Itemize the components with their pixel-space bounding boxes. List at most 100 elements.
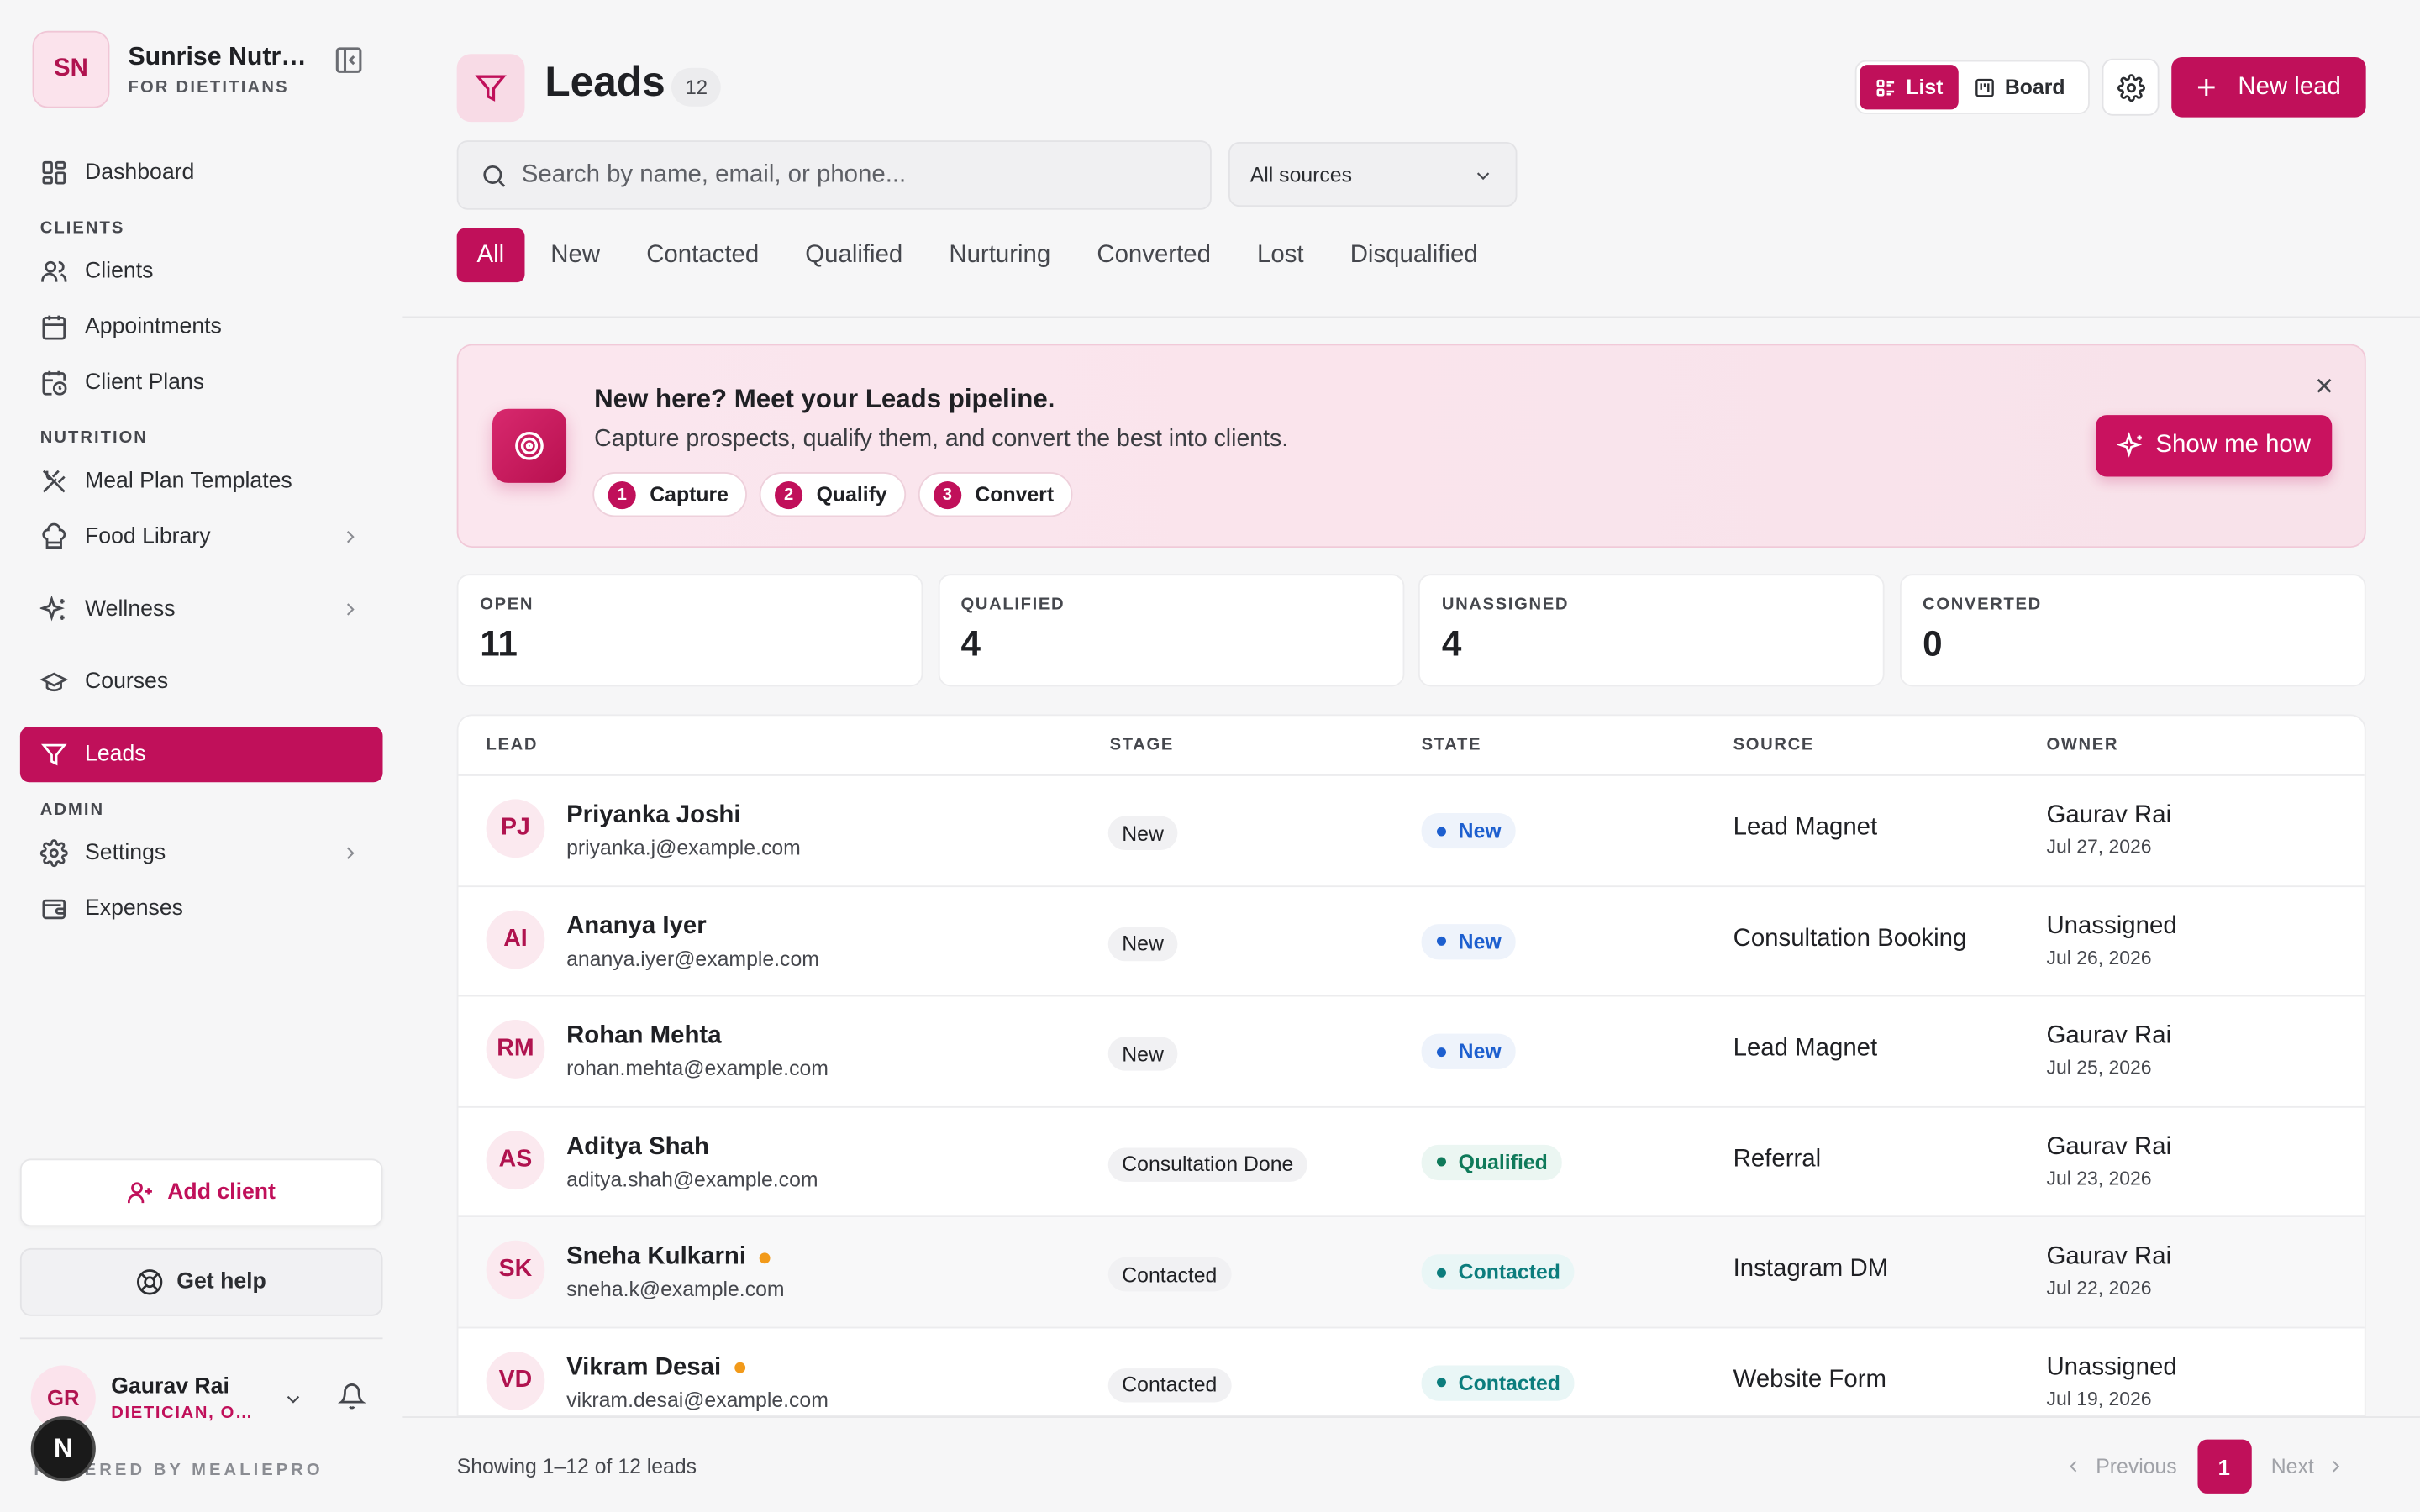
sidebar-item-label: Wellness (85, 596, 176, 622)
stage-badge: Consultation Done (1107, 1147, 1307, 1181)
lead-owner: Gaurav Rai (2046, 1133, 2172, 1160)
step-number: 1 (608, 480, 636, 509)
stage-badge: New (1107, 1037, 1178, 1071)
column-header-owner[interactable]: OWNER (2046, 736, 2119, 755)
lead-owner: Gaurav Rai (2046, 1243, 2172, 1270)
funnel-icon (456, 54, 525, 123)
close-icon[interactable] (2312, 373, 2336, 397)
status-badge: New (1421, 923, 1516, 959)
sidebar-item-client-plans[interactable]: Client Plans (20, 354, 383, 410)
utensils-crossed-icon (40, 468, 68, 496)
tab-all[interactable]: All (456, 228, 525, 283)
sidebar-item-food-library[interactable]: Food Library (20, 509, 383, 564)
lead-name: Priyanka Joshi (566, 802, 740, 830)
sidebar-item-meal-plan-templates[interactable]: Meal Plan Templates (20, 454, 383, 509)
stage-badge: New (1107, 926, 1178, 961)
table-row[interactable]: RM Rohan Mehta rohan.mehta@example.com N… (458, 997, 2365, 1107)
brand[interactable]: SN Sunrise Nutrition FOR DIETITIANS (32, 30, 310, 108)
dev-tools-badge[interactable]: N (30, 1416, 96, 1482)
pagination: Previous 1 Next (2064, 1439, 2347, 1494)
add-client-button[interactable]: Add client (19, 1158, 383, 1227)
step-capture: 1 Capture (592, 472, 747, 517)
tab-converted[interactable]: Converted (1097, 241, 1211, 268)
stage-badge: Contacted (1107, 1368, 1231, 1402)
sidebar-item-label: Courses (85, 669, 169, 695)
stat-qualified: QUALIFIED 4 (937, 574, 1404, 687)
view-toggle: List Board (1854, 60, 2090, 114)
user-menu[interactable]: GR Gaurav Rai DIETICIAN, OWNER (30, 1365, 386, 1431)
calendar-clock-icon (40, 369, 68, 396)
view-list-button[interactable]: List (1860, 65, 1959, 110)
page-number-button[interactable]: 1 (2196, 1439, 2251, 1494)
column-header-lead[interactable]: LEAD (486, 736, 539, 755)
next-page-button[interactable]: Next (2271, 1455, 2347, 1478)
sidebar-item-dashboard[interactable]: Dashboard (20, 145, 383, 201)
lead-name-text: Sneha Kulkarni (566, 1243, 747, 1270)
previous-label: Previous (2096, 1455, 2177, 1478)
sources-select[interactable]: All sources (1228, 141, 1518, 207)
lead-email: ananya.iyer@example.com (566, 946, 819, 970)
table-row[interactable]: AS Aditya Shah aditya.shah@example.com C… (458, 1107, 2365, 1218)
bell-icon[interactable] (337, 1383, 366, 1410)
sidebar-item-courses[interactable]: Courses (20, 654, 383, 710)
tab-contacted[interactable]: Contacted (646, 241, 760, 268)
table-row[interactable]: AI Ananya Iyer ananya.iyer@example.com N… (458, 886, 2365, 997)
sidebar-item-leads[interactable]: Leads (19, 727, 383, 783)
chevron-down-icon (1472, 165, 1494, 187)
showing-count: Showing 1–12 of 12 leads (456, 1455, 697, 1478)
chevron-right-icon (339, 843, 361, 864)
kanban-icon (1974, 76, 1996, 98)
chevron-down-icon[interactable] (282, 1389, 304, 1410)
table-row[interactable]: PJ Priyanka Joshi priyanka.j@example.com… (458, 776, 2365, 887)
status-badge: Contacted (1421, 1364, 1575, 1400)
step-label: Convert (975, 482, 1055, 507)
lead-owner: Unassigned (2046, 1353, 2177, 1380)
wallet-icon (40, 895, 68, 922)
stats-row: OPEN 11 QUALIFIED 4 UNASSIGNED 4 CONVERTED 0 (456, 574, 2366, 687)
lead-source: Instagram DM (1733, 1256, 1889, 1283)
get-help-button[interactable]: Get help (19, 1247, 383, 1316)
table-row[interactable]: SK Sneha Kulkarni sneha.k@example.com Co… (458, 1217, 2365, 1328)
lead-name: Vikram Desai (566, 1354, 746, 1382)
users-icon (40, 258, 68, 286)
avatar: VD (486, 1351, 545, 1410)
lead-source: Lead Magnet (1733, 1035, 1878, 1062)
sidebar-item-settings[interactable]: Settings (20, 826, 383, 881)
sidebar-item-label: Leads (85, 742, 146, 767)
status-badge: New (1421, 812, 1516, 849)
tab-qualified[interactable]: Qualified (805, 241, 903, 268)
show-me-how-button[interactable]: Show me how (2096, 415, 2333, 477)
gear-icon (39, 839, 68, 868)
column-header-state[interactable]: STATE (1421, 736, 1482, 755)
sidebar-item-expenses[interactable]: Expenses (20, 881, 383, 937)
new-lead-button[interactable]: + New lead (2171, 56, 2366, 118)
step-label: Capture (650, 482, 729, 507)
sidebar-item-wellness[interactable]: Wellness (20, 581, 383, 637)
sidebar: SN Sunrise Nutrition FOR DIETITIANS Dash… (0, 0, 403, 1512)
tab-disqualified[interactable]: Disqualified (1349, 241, 1478, 268)
view-list-label: List (1906, 75, 1944, 99)
sidebar-item-appointments[interactable]: Appointments (20, 299, 383, 354)
lead-email: aditya.shah@example.com (566, 1167, 818, 1191)
column-header-source[interactable]: SOURCE (1733, 736, 1814, 755)
tab-nurturing[interactable]: Nurturing (949, 241, 1051, 268)
step-convert: 3 Convert (918, 472, 1073, 517)
search-input[interactable] (521, 160, 1171, 189)
previous-page-button[interactable]: Previous (2064, 1455, 2177, 1478)
stat-value: 4 (960, 623, 981, 664)
status-badge: Qualified (1421, 1143, 1562, 1180)
stage-tabs: All New Contacted Qualified Nurturing Co… (456, 228, 1504, 283)
brand-name: Sunrise Nutrition (128, 42, 310, 71)
settings-button[interactable] (2102, 58, 2160, 116)
view-board-button[interactable]: Board (1959, 65, 2081, 109)
sources-selected-value: All sources (1249, 162, 1353, 186)
tab-lost[interactable]: Lost (1257, 241, 1304, 268)
tab-new[interactable]: New (550, 241, 601, 268)
status-text: New (1458, 819, 1502, 843)
sidebar-item-clients[interactable]: Clients (20, 244, 383, 299)
column-header-stage[interactable]: STAGE (1109, 736, 1174, 755)
collapse-sidebar-icon[interactable] (334, 45, 365, 76)
sidebar-item-label: Clients (85, 259, 154, 284)
table-row[interactable]: VD Vikram Desai vikram.desai@example.com… (458, 1327, 2364, 1415)
lead-date: Jul 23, 2026 (2046, 1167, 2152, 1189)
